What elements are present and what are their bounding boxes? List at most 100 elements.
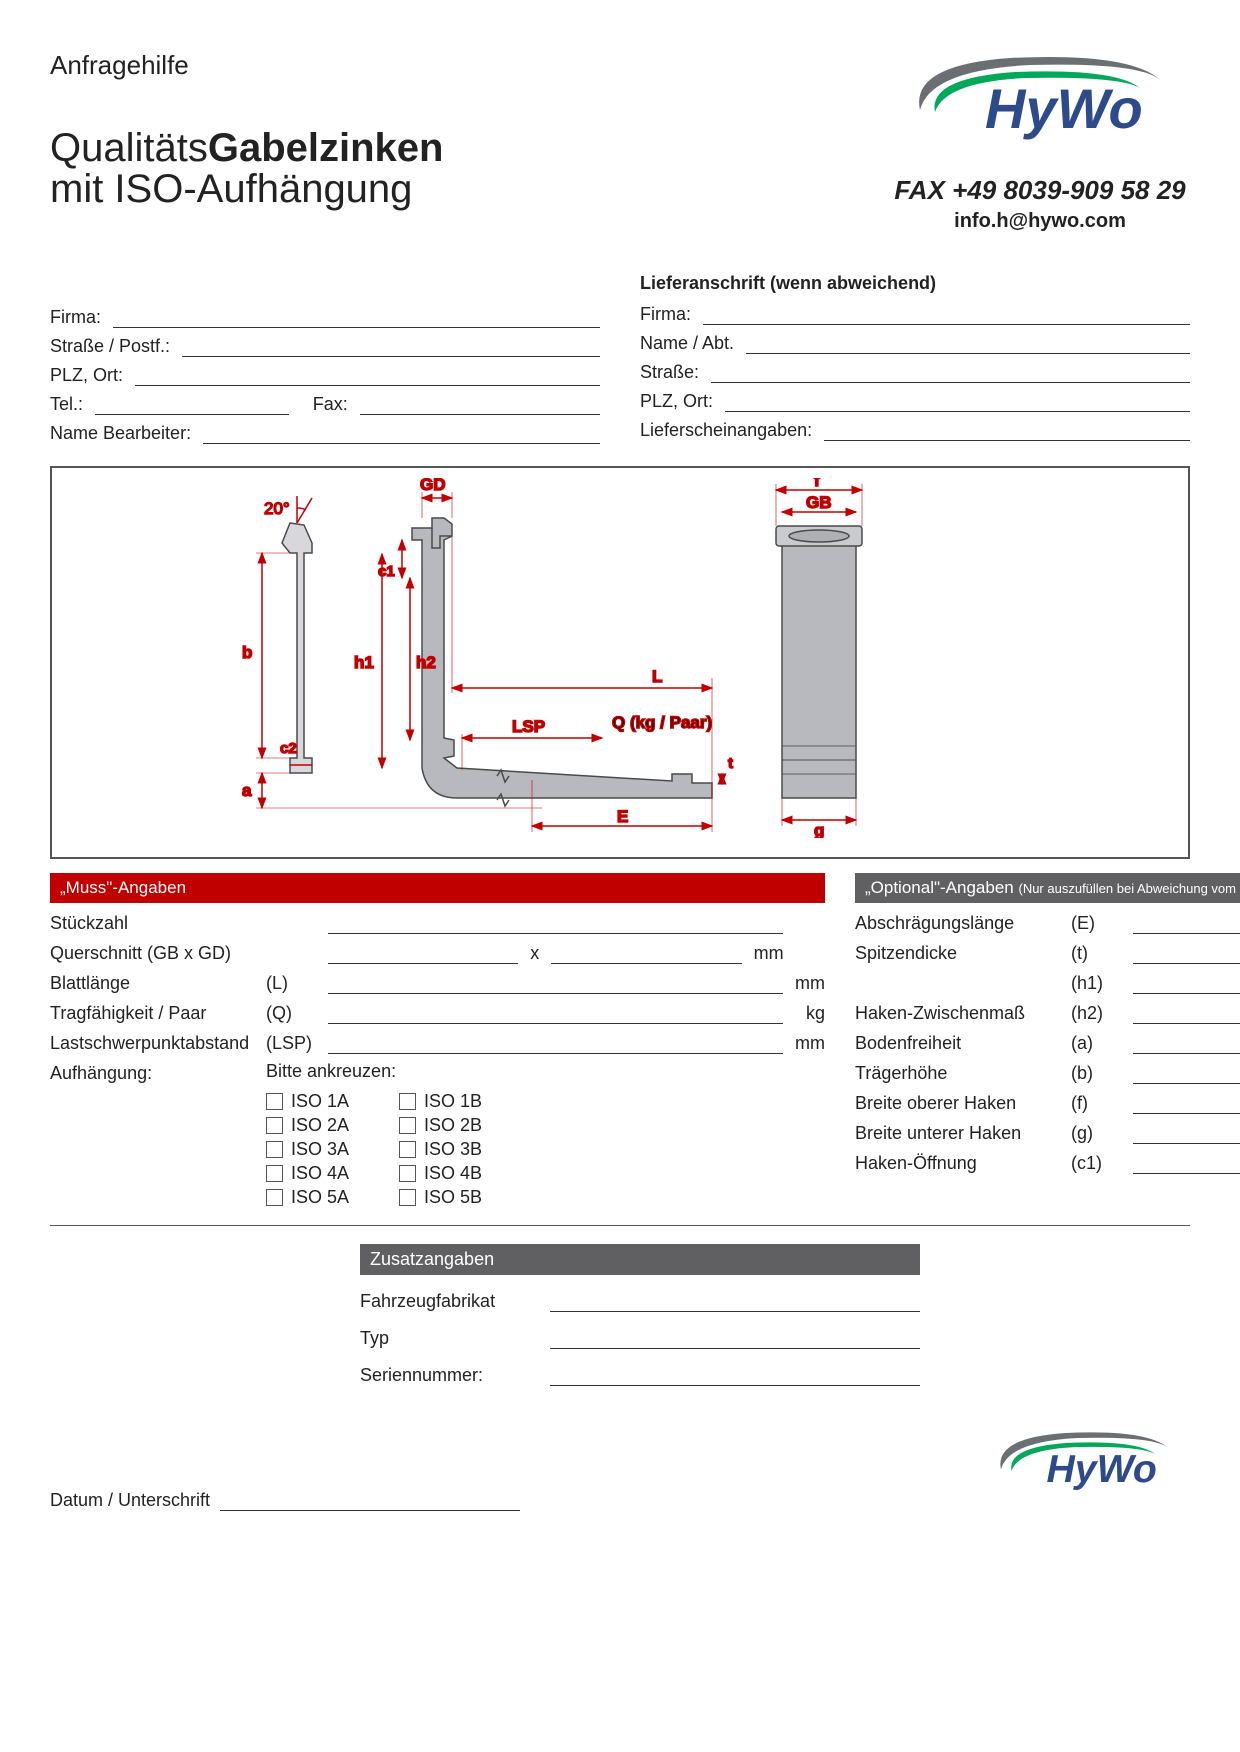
stueckzahl-label: Stückzahl (50, 913, 260, 934)
datum-label: Datum / Unterschrift (50, 1490, 210, 1511)
iso-1b-label: ISO 2B (424, 1115, 482, 1136)
svg-text:c2: c2 (280, 740, 297, 757)
svg-text:L: L (652, 667, 662, 686)
iso-4a-label: ISO 5A (291, 1187, 349, 1208)
svg-text:a: a (242, 781, 252, 800)
fork-diagram: 20° b a c2 (50, 466, 1190, 859)
iso-4a-checkbox[interactable] (266, 1189, 283, 1206)
opt-4-input[interactable] (1133, 1031, 1240, 1054)
serien-input[interactable] (550, 1363, 920, 1386)
svg-text:LSP: LSP (512, 717, 545, 736)
d-nameabt-label: Name / Abt. (640, 333, 742, 354)
typ-input[interactable] (550, 1326, 920, 1349)
d-plzort-input[interactable] (725, 389, 1190, 412)
delivery-title: Lieferanschrift (wenn abweichend) (640, 273, 1190, 294)
fax-label: Fax: (313, 394, 356, 415)
d-nameabt-input[interactable] (746, 331, 1190, 354)
muss-section: „Muss"-Angaben Stückzahl Querschnitt (GB… (50, 873, 825, 1211)
fax-number: FAX +49 8039-909 58 29 (890, 175, 1190, 206)
svg-text:h2: h2 (416, 653, 436, 672)
svg-text:g: g (814, 821, 824, 838)
opt-8-sym: (c1) (1071, 1153, 1127, 1174)
svg-text:f: f (814, 478, 820, 490)
iso-3a-label: ISO 4A (291, 1163, 349, 1184)
svg-text:h1: h1 (354, 653, 374, 672)
bearbeiter-input[interactable] (203, 421, 600, 444)
typ-label: Typ (360, 1328, 550, 1349)
iso-2a-checkbox[interactable] (266, 1141, 283, 1158)
title-bold: Gabelzinken (208, 126, 444, 170)
tel-input[interactable] (95, 392, 289, 415)
iso-0b-label: ISO 1B (424, 1091, 482, 1112)
iso-4b-checkbox[interactable] (399, 1189, 416, 1206)
lsp-label: Lastschwerpunktabstand (50, 1033, 260, 1054)
iso-2a-label: ISO 3A (291, 1139, 349, 1160)
gb-input[interactable] (328, 941, 518, 964)
opt-3-input[interactable] (1133, 1001, 1240, 1024)
fax-input[interactable] (360, 392, 600, 415)
opt-8-input[interactable] (1133, 1151, 1240, 1174)
iso-1a-label: ISO 2A (291, 1115, 349, 1136)
zusatz-section: Zusatzangaben Fahrzeugfabrikat Typ Serie… (360, 1244, 920, 1386)
title-pre: Qualitäts (50, 126, 208, 170)
iso-0a-checkbox[interactable] (266, 1093, 283, 1110)
svg-text:20°: 20° (264, 499, 290, 518)
svg-text:GD: GD (420, 478, 446, 494)
fabrikat-input[interactable] (550, 1289, 920, 1312)
tel-label: Tel.: (50, 394, 91, 415)
stueckzahl-input[interactable] (328, 911, 783, 934)
plzort-label: PLZ, Ort: (50, 365, 131, 386)
iso-1b-checkbox[interactable] (399, 1117, 416, 1134)
iso-0a-label: ISO 1A (291, 1091, 349, 1112)
datum-input[interactable] (220, 1488, 520, 1511)
iso-3b-checkbox[interactable] (399, 1165, 416, 1182)
blattlaenge-input[interactable] (328, 971, 783, 994)
svg-text:t: t (728, 755, 733, 772)
opt-2-sym: (h1) (1071, 973, 1127, 994)
opt-5-sym: (b) (1071, 1063, 1127, 1084)
iso-4b-label: ISO 5B (424, 1187, 482, 1208)
sender-address: Firma: Straße / Postf.: PLZ, Ort: Tel.: … (50, 273, 600, 450)
optional-section: „Optional"-Angaben (Nur auszufüllen bei … (855, 873, 1240, 1211)
opt-5-input[interactable] (1133, 1061, 1240, 1084)
iso-1a-checkbox[interactable] (266, 1117, 283, 1134)
ankreuzen-label: Bitte ankreuzen: (266, 1061, 482, 1082)
footer-logo: HyWo (980, 1426, 1190, 1511)
svg-text:Q (kg / Paar): Q (kg / Paar) (612, 713, 712, 732)
fabrikat-label: Fahrzeugfabrikat (360, 1291, 550, 1312)
d-lieferschein-input[interactable] (824, 418, 1190, 441)
querschnitt-label: Querschnitt (GB x GD) (50, 943, 260, 964)
tragf-input[interactable] (328, 1001, 783, 1024)
muss-head: „Muss"-Angaben (50, 873, 825, 903)
d-firma-label: Firma: (640, 304, 699, 325)
d-strasse-input[interactable] (711, 360, 1190, 383)
gd-input[interactable] (551, 941, 741, 964)
serien-label: Seriennummer: (360, 1365, 550, 1386)
svg-text:b: b (242, 643, 252, 662)
opt-1-sym: (t) (1071, 943, 1127, 964)
d-firma-input[interactable] (703, 302, 1190, 325)
opt-3-label: Haken-Zwischenmaß (855, 1003, 1065, 1024)
logo-hywo: HyWo (890, 50, 1190, 165)
opt-2-input[interactable] (1133, 971, 1240, 994)
opt-1-input[interactable] (1133, 941, 1240, 964)
strasse-label: Straße / Postf.: (50, 336, 178, 357)
x-sep: x (524, 943, 545, 964)
d-plzort-label: PLZ, Ort: (640, 391, 721, 412)
opt-0-label: Abschrägungslänge (855, 913, 1065, 934)
iso-2b-checkbox[interactable] (399, 1141, 416, 1158)
plzort-input[interactable] (135, 363, 600, 386)
opt-0-input[interactable] (1133, 911, 1240, 934)
lsp-input[interactable] (328, 1031, 783, 1054)
svg-text:GB: GB (806, 493, 832, 512)
firma-input[interactable] (113, 305, 600, 328)
main-title: QualitätsGabelzinken (50, 126, 443, 171)
divider (50, 1225, 1190, 1226)
bearbeiter-label: Name Bearbeiter: (50, 423, 199, 444)
iso-0b-checkbox[interactable] (399, 1093, 416, 1110)
strasse-input[interactable] (182, 334, 600, 357)
opt-7-input[interactable] (1133, 1121, 1240, 1144)
iso-3a-checkbox[interactable] (266, 1165, 283, 1182)
opt-6-input[interactable] (1133, 1091, 1240, 1114)
optional-head: „Optional"-Angaben (Nur auszufüllen bei … (855, 873, 1240, 903)
